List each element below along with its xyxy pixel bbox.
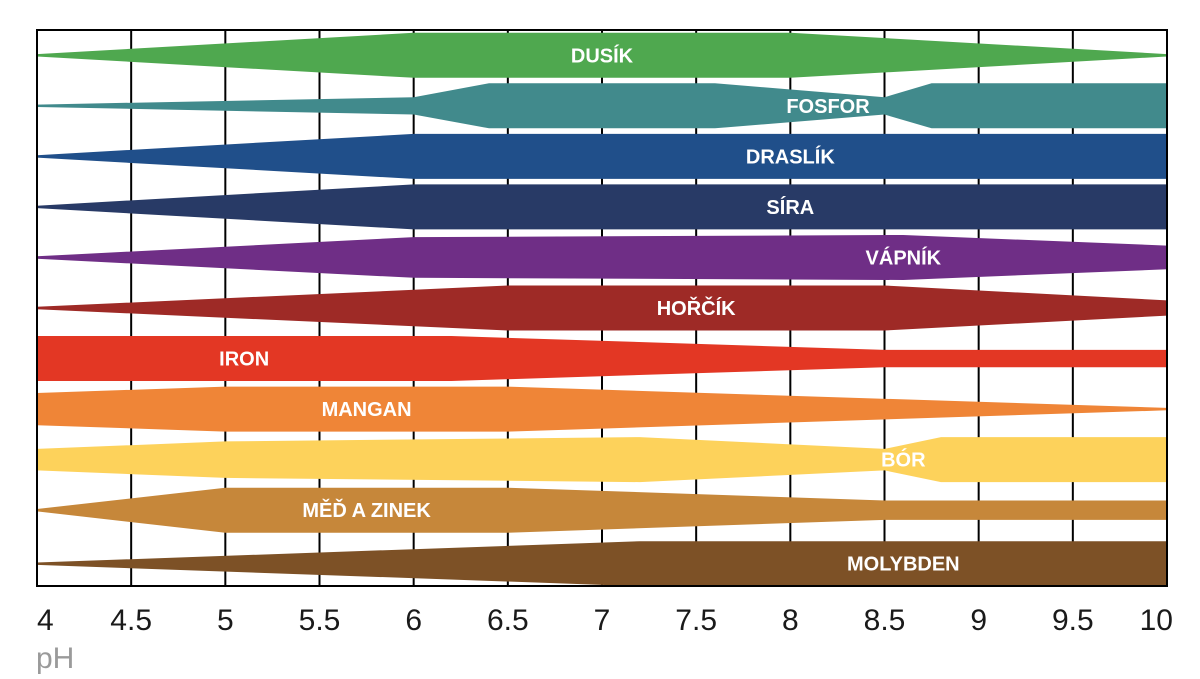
band-label: VÁPNÍK xyxy=(866,246,942,269)
band-6 xyxy=(37,285,1167,331)
band-4 xyxy=(37,184,1167,230)
nutrient-bands xyxy=(37,32,1167,587)
x-tick-label: 4.5 xyxy=(110,604,152,637)
x-tick-label: 5 xyxy=(217,604,234,637)
band-label: BÓR xyxy=(881,448,926,472)
x-tick-label: 5.5 xyxy=(299,604,341,637)
band-8 xyxy=(37,386,1167,432)
band-label: HOŘČÍK xyxy=(657,296,736,320)
x-tick-labels: 4 4.5 5 5.5 6 6.5 7 7.5 8 8.5 9 9.5 10 xyxy=(37,604,1173,637)
x-axis-title: pH xyxy=(36,642,74,675)
x-tick-label: 6 xyxy=(405,604,422,637)
band-1 xyxy=(37,32,1167,78)
band-label: MANGAN xyxy=(322,399,412,421)
band-7 xyxy=(37,336,1167,381)
x-tick-label: 9.5 xyxy=(1052,604,1094,637)
plot-frame xyxy=(36,29,1168,587)
band-labels: DUSÍK FOSFOR DRASLÍK SÍRA VÁPNÍK HOŘČÍK IRON MA… xyxy=(219,44,959,575)
band-label: DRASLÍK xyxy=(746,145,835,168)
x-tick-label: 8 xyxy=(782,604,799,637)
x-tick-label: 4 xyxy=(37,604,54,637)
x-tick-label: 7.5 xyxy=(675,604,717,637)
band-label: SÍRA xyxy=(766,196,814,219)
band-3 xyxy=(37,133,1167,179)
x-tick-label: 8.5 xyxy=(864,604,906,637)
band-label: DUSÍK xyxy=(571,44,634,67)
band-11 xyxy=(37,541,1167,587)
band-9 xyxy=(37,437,1167,483)
band-label: MĚĎ A ZINEK xyxy=(302,498,431,522)
x-tick-label: 10 xyxy=(1140,604,1173,637)
band-label: MOLYBDEN xyxy=(847,554,960,576)
x-tick-label: 6.5 xyxy=(487,604,529,637)
band-label: FOSFOR xyxy=(786,96,870,118)
x-tick-label: 9 xyxy=(970,604,987,637)
x-tick-label: 7 xyxy=(594,604,611,637)
band-10 xyxy=(37,487,1167,533)
band-5 xyxy=(37,235,1167,280)
band-label: IRON xyxy=(219,349,269,371)
band-2 xyxy=(37,83,1167,129)
